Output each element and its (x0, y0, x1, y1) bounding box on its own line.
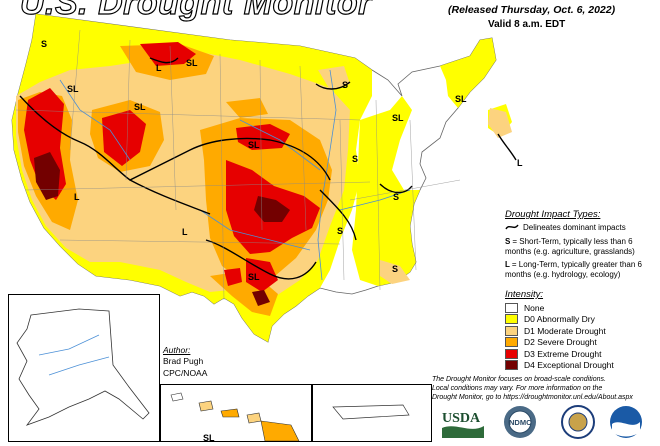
rivers (59, 69, 411, 281)
usda-logo: USDA (442, 411, 484, 438)
intensity-label-none: None (524, 302, 545, 313)
label-sl-plains: SL (248, 140, 260, 150)
author-heading: Author: (163, 345, 191, 355)
impact-short-term-text: = Short-Term, typically less than 6 mont… (505, 236, 635, 256)
footnote: The Drought Monitor focuses on broad-sca… (432, 376, 660, 403)
region-labels: S SL L SL SL S SL SL SL S S L L L S SL S (41, 39, 523, 282)
delineation-line-icon (505, 224, 519, 230)
swatch-d4 (505, 360, 518, 371)
ndmc-logo-text: NDMC (509, 418, 532, 427)
puerto-rico-inset (312, 384, 432, 442)
label-l-montana: L (156, 63, 162, 73)
impact-delineates-row: Delineates dominant impacts (505, 223, 655, 233)
hawaii-map: SL (170, 392, 300, 443)
usda-logo-text: USDA (442, 411, 481, 426)
label-sl-newengland: SL (455, 94, 467, 104)
swatch-d3 (505, 348, 518, 359)
swatch-d1 (505, 325, 518, 336)
impact-long-term-text: = Long-Term, typically greater than 6 mo… (505, 260, 642, 279)
author-org: CPC/NOAA (163, 367, 208, 378)
impact-long-term-key: L (505, 260, 510, 270)
map-title: U.S. Drought Monitor (19, 0, 372, 23)
author-block: Author: Brad Pugh CPC/NOAA (163, 345, 207, 379)
intensity-row-d2: D2 Severe Drought (505, 337, 655, 349)
intensity-label-d3: D3 Extreme Drought (524, 348, 602, 359)
label-s-minnesota: S (342, 80, 348, 90)
intensity-row-d0: D0 Abnormally Dry (505, 314, 655, 326)
label-sl-texas: SL (248, 272, 260, 282)
intensity-legend: Intensity: None D0 Abnormally Dry D1 Mod… (505, 289, 655, 371)
valid-time: Valid 8 a.m. EDT (488, 19, 566, 30)
label-s-illinois: S (352, 154, 358, 164)
label-s-kentucky: S (393, 192, 399, 202)
intensity-row-d4: D4 Exceptional Drought (505, 360, 655, 372)
doc-seal-logo (561, 405, 595, 439)
swatch-d0 (505, 314, 518, 325)
intensity-row-d1: D1 Moderate Drought (505, 325, 655, 337)
label-sl-michigan: SL (392, 113, 404, 123)
state-lines (15, 29, 461, 301)
label-s-northwest: S (41, 39, 47, 49)
label-sl-idaho: SL (134, 102, 146, 112)
intensity-legend-heading: Intensity: (505, 289, 544, 300)
agency-logos: USDA NDMC (436, 402, 656, 440)
intensity-label-d1: D1 Moderate Drought (524, 325, 606, 336)
intensity-label-d0: D0 Abnormally Dry (524, 314, 595, 325)
swatch-d2 (505, 337, 518, 348)
impact-legend-heading: Drought Impact Types: (505, 209, 601, 220)
swatch-none (505, 302, 518, 313)
label-sl-hawaii: SL (203, 433, 215, 441)
impact-delineates-text: Delineates dominant impacts (523, 223, 626, 233)
alaska-map (16, 308, 150, 426)
impact-short-term-key: S (505, 236, 511, 246)
ndmc-logo: NDMC (504, 406, 536, 438)
d4-areas (34, 152, 290, 306)
label-l-midatlantic: L (517, 158, 523, 168)
footnote-line-2: Local conditions may vary. For more info… (432, 384, 603, 392)
intensity-label-d2: D2 Severe Drought (524, 337, 597, 348)
label-s-gulf: S (392, 264, 398, 274)
label-sl-oregon: SL (67, 84, 79, 94)
intensity-row-none: None (505, 302, 655, 314)
author-name: Brad Pugh (163, 356, 204, 367)
label-l-nevada: L (74, 192, 80, 202)
impact-long-term-row: L = Long-Term, typically greater than 6 m… (505, 260, 655, 279)
noaa-logo (610, 406, 642, 438)
footnote-line-1: The Drought Monitor focuses on broad-sca… (432, 376, 606, 383)
logo-strip: USDA NDMC (442, 405, 642, 439)
impact-short-term-row: S = Short-Term, typically less than 6 mon… (505, 237, 655, 256)
impact-boundaries (19, 57, 517, 280)
release-date: (Released Thursday, Oct. 6, 2022) (448, 4, 616, 16)
footnote-line-3: Drought Monitor, go to https://droughtmo… (432, 393, 633, 401)
intensity-row-d3: D3 Extreme Drought (505, 348, 655, 360)
puerto-rico-map (332, 404, 410, 420)
label-s-arkansas: S (337, 226, 343, 236)
hawaii-inset: SL (160, 384, 312, 443)
impact-legend: Drought Impact Types: Delineates dominan… (505, 209, 655, 283)
label-l-southwest: L (182, 227, 188, 237)
label-sl-montana: SL (186, 58, 198, 68)
intensity-label-d4: D4 Exceptional Drought (524, 360, 614, 371)
alaska-inset (8, 294, 160, 442)
